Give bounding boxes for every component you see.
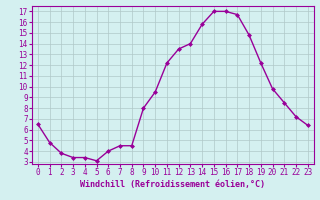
X-axis label: Windchill (Refroidissement éolien,°C): Windchill (Refroidissement éolien,°C) [80,180,265,189]
